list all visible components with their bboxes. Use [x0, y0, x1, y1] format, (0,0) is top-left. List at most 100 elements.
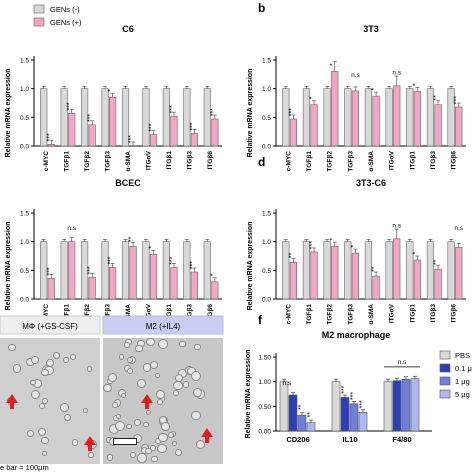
bar-gens-neg: [323, 241, 331, 300]
significance-label: ***: [189, 122, 196, 130]
legend-swatch: [439, 389, 451, 399]
category-label: α-SMA: [368, 304, 375, 325]
category-label: c-MYC: [285, 304, 292, 325]
significance-label: **: [288, 252, 295, 258]
category-label: ITGαV: [389, 150, 396, 170]
significance-label: ***: [210, 108, 217, 116]
bar-m2: [340, 397, 350, 432]
panel-title: M2 macrophage: [322, 330, 391, 340]
category-label: ITGβ3: [430, 151, 437, 170]
significance-label: **: [128, 236, 135, 242]
category-label: TGFβ2: [84, 304, 91, 325]
cell: [8, 343, 16, 351]
cell: [172, 390, 179, 397]
bar-gens-neg: [101, 241, 109, 300]
y-axis-label: Relative mRNA expression: [247, 69, 254, 158]
bar-gens-neg: [447, 241, 455, 300]
category-label: CD206: [286, 435, 309, 444]
cell: [111, 402, 118, 409]
cell: [192, 388, 202, 398]
significance-label: ***: [189, 261, 196, 269]
legend-label: PBS: [455, 351, 470, 360]
significance-label: ***: [169, 105, 176, 113]
cell: [154, 373, 160, 379]
significance-label: *: [108, 89, 115, 92]
bar-gens-neg: [203, 241, 211, 300]
bar-gens-pos: [109, 267, 117, 300]
bar-gens-neg: [385, 88, 393, 147]
micro-label-mphi: MΦ (+GS-CSF): [22, 322, 78, 331]
category-label: TGFβ3: [105, 151, 112, 172]
red-arrow-icon: [6, 394, 18, 409]
category-label: ITGαV: [145, 150, 152, 170]
legend-label: 1 μg: [455, 377, 470, 386]
cell: [179, 340, 186, 348]
category-label: α-SMA: [125, 151, 132, 172]
cell: [72, 439, 79, 446]
significance-label: ***: [148, 123, 155, 131]
micro-label-m2: M2 (+IL4): [146, 322, 181, 331]
significance-label: ***: [350, 392, 357, 400]
bar-gens-pos: [68, 113, 76, 147]
bar-gens-pos: [88, 276, 96, 300]
significance-label: **: [371, 266, 378, 272]
significance-label: ***: [128, 135, 135, 143]
bar-gens-neg: [282, 88, 290, 147]
y-tick-label: 0.0: [20, 144, 29, 151]
micro-header-m2: [102, 315, 224, 335]
cell: [69, 353, 77, 360]
category-label: ITGβ6: [451, 151, 458, 170]
bar-gens-neg: [385, 241, 393, 300]
bar-gens-neg: [121, 241, 130, 300]
bar-gens-neg: [364, 88, 373, 147]
bar-gens-pos: [331, 71, 339, 147]
y-tick-label: 1.00: [258, 379, 271, 386]
category-label: ITGαV: [145, 303, 152, 323]
significance-label: *: [309, 96, 316, 99]
bar-gens-pos: [88, 124, 96, 147]
panel-title: 3T3: [363, 24, 379, 34]
significance-label: ***: [359, 400, 366, 408]
category-label: ITGβ1: [166, 304, 173, 323]
cell: [107, 373, 117, 383]
cell: [88, 452, 94, 458]
bar-gens-neg: [183, 241, 191, 300]
category-label: ITGαV: [389, 303, 396, 323]
category-label: TGFβ1: [306, 151, 313, 172]
bar-m2: [383, 381, 393, 432]
cell: [137, 453, 147, 463]
bar-gens-neg: [406, 241, 414, 300]
red-arrow-icon: [84, 436, 96, 451]
bar-gens-pos: [190, 271, 198, 300]
micro-header-mphi: [0, 315, 101, 335]
bar-gens-pos: [109, 96, 117, 147]
significance-label: n.s: [392, 222, 401, 229]
significance-label: *: [412, 252, 419, 255]
bar-gens-pos: [393, 85, 401, 147]
cell: [107, 454, 114, 461]
cell: [173, 381, 183, 391]
y-tick-label: 0.50: [258, 404, 271, 411]
significance-label: *: [148, 246, 155, 249]
y-tick-label: 1.5: [20, 211, 29, 218]
legend-label: 0.1 μ: [455, 364, 472, 373]
significance-label: *: [412, 83, 419, 86]
cell: [39, 402, 46, 409]
scale-bar: [113, 438, 137, 445]
category-label: ITGβ1: [409, 304, 416, 323]
cell: [87, 366, 93, 372]
y-axis-label: Relative mRNA expression: [247, 222, 254, 311]
bar-gens-neg: [426, 241, 435, 300]
y-tick-label: 1.0: [20, 86, 29, 93]
cell: [137, 378, 147, 388]
bar-m2: [306, 422, 316, 432]
category-label: TGFβ2: [84, 151, 91, 172]
scale-bar-label: e bar = 100μm: [0, 463, 49, 472]
y-tick-label: 1.0: [262, 86, 271, 93]
bar-gens-pos: [413, 91, 422, 147]
significance-label: ***: [309, 241, 316, 249]
cell: [161, 422, 170, 431]
cell: [126, 368, 133, 375]
bar-gens-neg: [60, 88, 68, 147]
